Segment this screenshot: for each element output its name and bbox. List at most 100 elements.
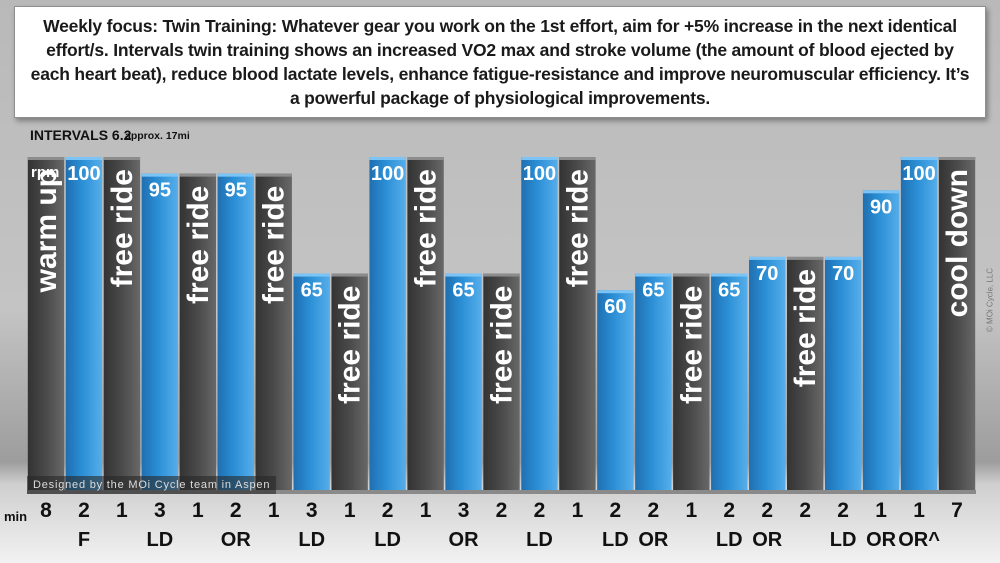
weekly-focus-box: Weekly focus: Twin Training: Whatever ge…: [14, 6, 986, 118]
minutes-label: 2: [610, 499, 622, 522]
bar-top-cap: [369, 157, 406, 160]
bar-phase-label: warm up: [30, 169, 63, 293]
minutes-label: 1: [420, 499, 432, 522]
bar-top-cap: [635, 273, 672, 277]
minutes-axis-label: min: [4, 509, 28, 524]
bar-value-label: 100: [902, 163, 935, 185]
effort-bar: [217, 173, 254, 490]
minutes-label: 1: [268, 499, 280, 522]
free-ride-bar: [331, 273, 368, 490]
minutes-label: 8: [40, 499, 52, 522]
gear-code-label: OR: [752, 529, 783, 551]
minutes-label: 2: [230, 499, 242, 522]
bar-phase-label: free ride: [675, 286, 708, 404]
bar-top-cap: [787, 256, 824, 260]
effort-bar: [635, 273, 672, 490]
bar-top-cap: [938, 157, 976, 160]
minutes-label: 2: [78, 499, 90, 522]
bar-top-cap: [141, 173, 179, 177]
bar-top-cap: [673, 273, 710, 277]
effort-bar: [900, 157, 938, 490]
free-ride-bar: [407, 157, 444, 490]
gear-code-label: OR: [449, 529, 480, 551]
bar-top-cap: [331, 273, 368, 277]
bar-top-cap: [217, 173, 254, 177]
bar-top-cap: [521, 157, 558, 160]
weekly-focus-text: Weekly focus: Twin Training: Whatever ge…: [30, 16, 970, 108]
minutes-label: 3: [154, 499, 166, 522]
bar-top-cap: [407, 157, 444, 160]
bar-phase-label: cool down: [941, 169, 974, 317]
minutes-label: 3: [458, 499, 470, 522]
copyright-label: © MOi Cycle, LLC: [985, 267, 995, 333]
minutes-label: 7: [951, 499, 963, 522]
minutes-label: 2: [761, 499, 773, 522]
gear-code-label: OR^: [898, 529, 940, 551]
free-ride-bar: [483, 273, 520, 490]
effort-bar: [862, 190, 900, 491]
bar-value-label: 95: [149, 180, 171, 202]
gear-code-label: OR: [221, 529, 252, 551]
bar-value-label: 65: [301, 280, 323, 302]
minutes-label: 1: [116, 499, 128, 522]
bar-value-label: 95: [225, 180, 247, 202]
effort-bar: [597, 290, 634, 490]
bar-value-label: 90: [870, 196, 892, 218]
free-ride-bar: [27, 157, 65, 490]
effort-bar: [65, 157, 103, 490]
credit-label: Designed by the MOi Cycle team in Aspen: [27, 476, 277, 494]
effort-bar: [521, 157, 558, 490]
gear-code-label: LD: [298, 529, 325, 551]
effort-bar: [711, 273, 748, 490]
effort-bar: [141, 173, 179, 490]
bar-phase-label: free ride: [182, 186, 215, 304]
free-ride-bar: [103, 157, 141, 490]
minutes-label: 2: [837, 499, 849, 522]
bar-phase-label: free ride: [789, 269, 822, 387]
bar-value-label: 100: [371, 163, 404, 185]
bar-phase-label: free ride: [258, 186, 291, 304]
minutes-label: 2: [382, 499, 394, 522]
bar-top-cap: [255, 173, 292, 177]
free-ride-bar: [673, 273, 710, 490]
bar-value-label: 100: [523, 163, 556, 185]
minutes-label: 1: [875, 499, 887, 522]
free-ride-bar: [179, 173, 216, 490]
free-ride-bar: [559, 157, 596, 490]
bar-top-cap: [559, 157, 596, 160]
bar-top-cap: [483, 273, 520, 277]
minutes-label: 2: [647, 499, 659, 522]
minutes-label: 1: [913, 499, 925, 522]
gear-code-label: LD: [716, 529, 743, 551]
minutes-label: 1: [192, 499, 204, 522]
bar-phase-label: free ride: [486, 286, 519, 404]
bar-top-cap: [862, 190, 900, 194]
chart-title: INTERVALS 6.2: [30, 127, 132, 143]
bar-phase-label: free ride: [561, 169, 594, 287]
minutes-label: 1: [572, 499, 584, 522]
bar-top-cap: [749, 256, 786, 260]
bar-top-cap: [824, 256, 862, 260]
minutes-label: 2: [534, 499, 546, 522]
bar-value-label: 70: [756, 263, 778, 285]
gear-code-label: LD: [830, 529, 857, 551]
minutes-label: 3: [306, 499, 318, 522]
bar-value-label: 60: [604, 296, 626, 318]
effort-bar: [445, 273, 482, 490]
minutes-label: 1: [344, 499, 356, 522]
effort-bar: [293, 273, 330, 490]
minutes-label: 1: [685, 499, 697, 522]
gear-code-label: LD: [374, 529, 401, 551]
gear-code-label: LD: [147, 529, 174, 551]
gear-code-label: OR: [866, 529, 897, 551]
gear-code-label: LD: [526, 529, 553, 551]
free-ride-bar: [787, 256, 824, 490]
bar-top-cap: [597, 290, 634, 294]
rpm-unit-label: rpm: [31, 164, 59, 181]
gear-code-label: LD: [602, 529, 629, 551]
chart-baseline: [27, 490, 976, 494]
bar-top-cap: [711, 273, 748, 277]
bar-top-cap: [103, 157, 141, 160]
bar-top-cap: [27, 157, 65, 160]
